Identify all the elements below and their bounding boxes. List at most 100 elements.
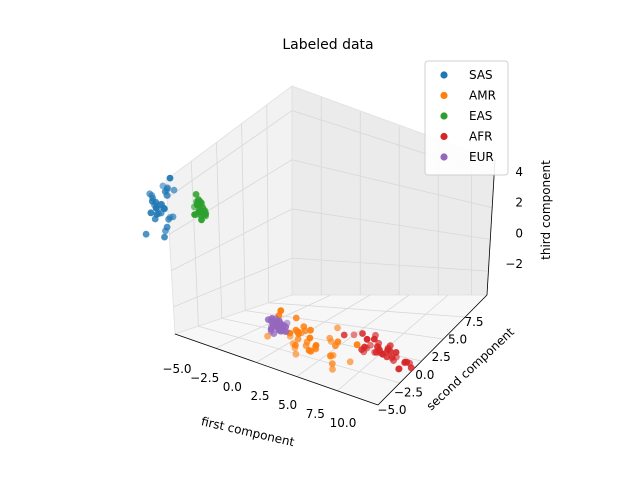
x-axis-label: first component [200, 414, 296, 449]
gridline-left-0 [190, 161, 199, 327]
data-point [294, 335, 302, 343]
series-eur [264, 315, 291, 337]
data-point [292, 326, 300, 334]
data-point [401, 359, 408, 367]
z-axis-line [486, 159, 496, 296]
z-tick-label: −2 [505, 257, 523, 271]
data-point [307, 326, 314, 334]
gridline-floor-b-3 [268, 302, 466, 318]
x-tick-label: 7.5 [306, 407, 325, 421]
y-tick-label: 0.0 [415, 368, 434, 382]
gridline-left-3 [266, 104, 269, 303]
z-tick-label: 2 [515, 196, 523, 210]
data-point [169, 213, 177, 221]
data-point [384, 346, 392, 353]
z-tick-label: 0 [515, 226, 523, 240]
axes: −5.0−2.50.02.55.07.510.0−5.0−2.50.02.55.… [162, 159, 523, 430]
data-point [147, 209, 155, 217]
data-point [346, 358, 354, 366]
legend-marker-sas [440, 71, 448, 79]
data-point [193, 198, 201, 206]
data-point [193, 211, 201, 218]
series-sas [142, 174, 178, 241]
x-tick-label: −5.0 [162, 362, 191, 376]
gridline-floor-a-3 [337, 294, 449, 392]
left-pane [165, 85, 293, 335]
data-point [160, 204, 168, 212]
data-point [303, 338, 311, 346]
gridline-z-2 [168, 159, 493, 235]
data-point [340, 331, 348, 339]
data-point [166, 174, 174, 182]
x-tick-label: 5.0 [278, 398, 297, 412]
data-point [327, 352, 334, 360]
legend-label-afr: AFR [469, 130, 492, 144]
x-axis-line [174, 333, 379, 406]
data-point [291, 344, 299, 352]
legend-label-eur: EUR [469, 150, 494, 164]
data-point [360, 348, 368, 356]
data-point [334, 324, 341, 332]
data-point [142, 230, 150, 238]
series-eas [190, 191, 210, 224]
z-axis-label: third component [539, 160, 553, 260]
legend: SAS AMR EAS AFR EUR [424, 60, 509, 176]
data-point [406, 359, 413, 367]
x-tick-label: 10.0 [330, 416, 357, 430]
legend-marker-afr [440, 132, 448, 141]
data-point [268, 318, 276, 326]
data-point [363, 335, 371, 343]
gridline-left-1 [216, 142, 223, 319]
data-point [264, 332, 271, 340]
y-tick-label: 7.5 [464, 315, 483, 329]
gridline-left-2 [241, 123, 246, 311]
legend-label-eas: EAS [469, 109, 492, 123]
data-point [376, 346, 383, 354]
data-point [154, 205, 162, 212]
x-tick-label: −2.5 [190, 371, 219, 385]
gridline-z-1 [171, 208, 491, 271]
data-point [161, 233, 168, 241]
legend-marker-amr [440, 91, 448, 100]
data-point [292, 350, 300, 358]
legend-label-amr: AMR [469, 89, 496, 103]
legend-marker-eas [440, 112, 448, 120]
y-tick-label: −2.5 [394, 385, 423, 399]
data-point [301, 327, 309, 335]
data-point [163, 186, 171, 194]
gridline-z-0 [173, 257, 489, 308]
data-point [275, 325, 282, 333]
data-point [359, 330, 366, 337]
data-point [388, 353, 396, 360]
data-point [292, 314, 300, 322]
data-point [163, 191, 171, 199]
data-point [327, 338, 335, 345]
data-point [353, 341, 361, 349]
data-point [282, 328, 290, 335]
data-point [148, 192, 156, 199]
data-point [198, 216, 205, 224]
y-tick-label: −5.0 [377, 403, 406, 417]
chart-title: Labeled data [282, 37, 373, 53]
data-point [372, 331, 379, 339]
z-tick-label: 4 [515, 165, 523, 179]
x-tick-label: 2.5 [250, 389, 269, 403]
data-point [192, 191, 200, 198]
legend-label-sas: SAS [469, 68, 493, 82]
data-point [332, 342, 339, 350]
x-tick-label: 0.0 [223, 380, 242, 394]
data-point [350, 331, 358, 339]
data-point [153, 211, 161, 218]
series-afr [340, 330, 415, 373]
legend-box [424, 60, 509, 176]
data-point [383, 353, 391, 361]
data-point [395, 365, 403, 373]
data-point [329, 365, 336, 373]
data-point [307, 348, 315, 355]
data-point [328, 360, 336, 368]
y-axis-line [377, 294, 488, 406]
data-point [190, 203, 198, 211]
data-points [142, 174, 415, 373]
data-point [367, 341, 374, 349]
